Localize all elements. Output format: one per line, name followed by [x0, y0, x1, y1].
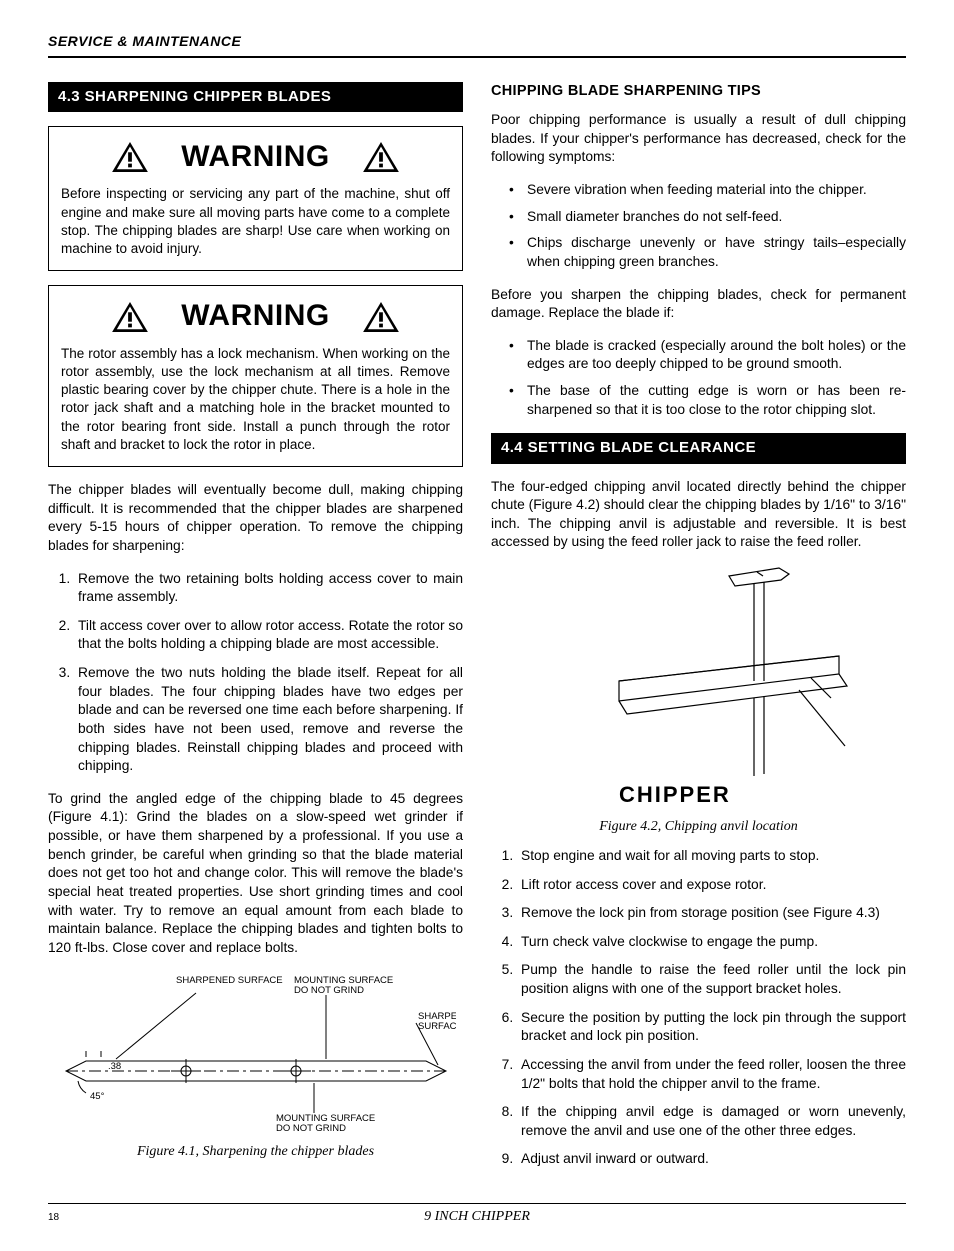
- list-item: The base of the cutting edge is worn or …: [503, 382, 906, 419]
- header-section-title: SERVICE & MAINTENANCE: [48, 33, 241, 49]
- fig41-dim-45: 45°: [90, 1091, 105, 1102]
- page-number: 18: [48, 1211, 88, 1225]
- list-item: Remove the two retaining bolts holding a…: [74, 570, 463, 607]
- warning-triangle-icon: [362, 141, 400, 173]
- list-item: Secure the position by putting the lock …: [517, 1009, 906, 1046]
- list-item: Accessing the anvil from under the feed …: [517, 1056, 906, 1093]
- tips-intro: Poor chipping performance is usually a r…: [491, 111, 906, 167]
- footer-title: 9 INCH CHIPPER: [88, 1208, 866, 1227]
- sec44-intro: The four-edged chipping anvil located di…: [491, 478, 906, 553]
- list-item: The blade is cracked (especially around …: [503, 337, 906, 374]
- symptoms-list: Severe vibration when feeding material i…: [491, 181, 906, 272]
- list-item: Chips discharge unevenly or have stringy…: [503, 234, 906, 271]
- section-4-4-bar: 4.4 SETTING BLADE CLEARANCE: [491, 433, 906, 463]
- warning-triangle-icon: [362, 301, 400, 333]
- warning-2-text: The rotor assembly has a lock mechanism.…: [61, 345, 450, 454]
- remove-blade-steps: Remove the two retaining bolts holding a…: [48, 570, 463, 776]
- warning-1-text: Before inspecting or servicing any part …: [61, 185, 450, 258]
- list-item: Stop engine and wait for all moving part…: [517, 847, 906, 866]
- list-item: Severe vibration when feeding material i…: [503, 181, 906, 200]
- sharpening-intro: The chipper blades will eventually becom…: [48, 481, 463, 556]
- warning-triangle-icon: [111, 301, 149, 333]
- figure-4-2-caption: Figure 4.2, Chipping anvil location: [491, 818, 906, 837]
- fig42-chipper-word: CHIPPER: [619, 782, 731, 807]
- list-item: Lift rotor access cover and expose rotor…: [517, 876, 906, 895]
- page-header: SERVICE & MAINTENANCE: [48, 32, 906, 58]
- warning-triangle-icon: [111, 141, 149, 173]
- two-column-layout: 4.3 SHARPENING CHIPPER BLADES WARNING Be…: [48, 82, 906, 1183]
- replace-list: The blade is cracked (especially around …: [491, 337, 906, 420]
- list-item: Turn check valve clockwise to engage the…: [517, 933, 906, 952]
- list-item: If the chipping anvil edge is damaged or…: [517, 1103, 906, 1140]
- page-footer: 18 9 INCH CHIPPER: [48, 1203, 906, 1227]
- replace-intro: Before you sharpen the chipping blades, …: [491, 286, 906, 323]
- list-item: Tilt access cover over to allow rotor ac…: [74, 617, 463, 654]
- grinding-instructions: To grind the angled edge of the chipping…: [48, 790, 463, 958]
- warning-box-2: WARNING The rotor assembly has a lock me…: [48, 285, 463, 467]
- fig41-label-line2: DO NOT GRIND: [294, 985, 364, 996]
- figure-4-1-diagram: SHARPENED SURFACE x MOUNTING SURFACE DO …: [56, 971, 456, 1141]
- warning-header: WARNING: [61, 296, 450, 337]
- warning-header: WARNING: [61, 137, 450, 178]
- list-item: Pump the handle to raise the feed roller…: [517, 961, 906, 998]
- clearance-steps: Stop engine and wait for all moving part…: [491, 847, 906, 1169]
- section-4-3-bar: 4.3 SHARPENING CHIPPER BLADES: [48, 82, 463, 112]
- warning-label: WARNING: [181, 296, 330, 337]
- left-column: 4.3 SHARPENING CHIPPER BLADES WARNING Be…: [48, 82, 463, 1183]
- right-column: CHIPPING BLADE SHARPENING TIPS Poor chip…: [491, 82, 906, 1183]
- list-item: Remove the two nuts holding the blade it…: [74, 664, 463, 776]
- list-item: Adjust anvil inward or outward.: [517, 1150, 906, 1169]
- fig41-label-line2: SURFACE: [418, 1021, 456, 1032]
- list-item: Small diameter branches do not self-feed…: [503, 208, 906, 227]
- fig41-label: SHARPENED SURFACE: [176, 975, 283, 986]
- list-item: Remove the lock pin from storage positio…: [517, 904, 906, 923]
- fig41-label-line2: DO NOT GRIND: [276, 1123, 346, 1134]
- tips-heading: CHIPPING BLADE SHARPENING TIPS: [491, 82, 906, 102]
- warning-box-1: WARNING Before inspecting or servicing a…: [48, 126, 463, 271]
- fig41-dim-38: .38: [108, 1061, 121, 1072]
- figure-4-1-caption: Figure 4.1, Sharpening the chipper blade…: [48, 1143, 463, 1162]
- warning-label: WARNING: [181, 137, 330, 178]
- figure-4-2-diagram: CHIPPER: [549, 566, 849, 816]
